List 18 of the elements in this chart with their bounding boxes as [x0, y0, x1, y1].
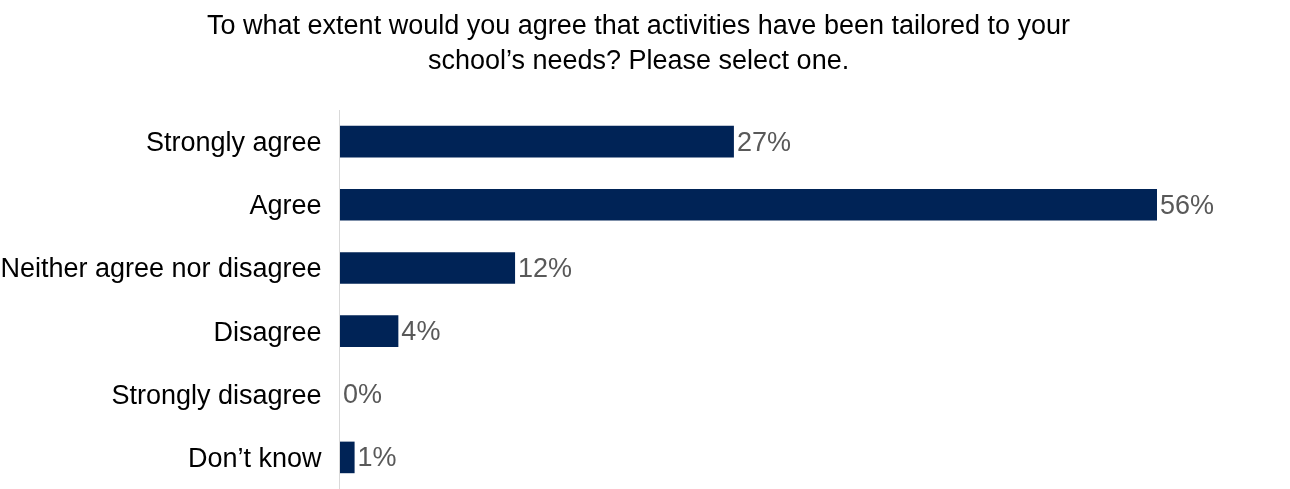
- bar: [340, 188, 1157, 221]
- bar: [340, 441, 355, 474]
- bar: [340, 315, 399, 347]
- y-tick-label: Strongly disagree: [111, 379, 322, 410]
- y-tick-label: Agree: [249, 190, 322, 221]
- data-label: 1%: [357, 442, 397, 473]
- bar: [340, 252, 516, 284]
- data-label: 0%: [343, 379, 383, 410]
- data-label: 12%: [518, 252, 573, 283]
- bar: [340, 125, 734, 158]
- chart-title: To what extent would you agree that activities have been tailored to your school’s needs? Please select one.: [207, 10, 1071, 76]
- data-label: 56%: [1160, 189, 1215, 220]
- y-tick-label: Disagree: [213, 316, 322, 347]
- y-tick-label: Strongly agree: [145, 127, 322, 158]
- y-tick-label: Don’t know: [188, 442, 323, 473]
- y-tick-label: Neither agree nor disagree: [0, 253, 322, 284]
- data-label: 4%: [401, 316, 441, 347]
- data-label: 27%: [736, 126, 791, 157]
